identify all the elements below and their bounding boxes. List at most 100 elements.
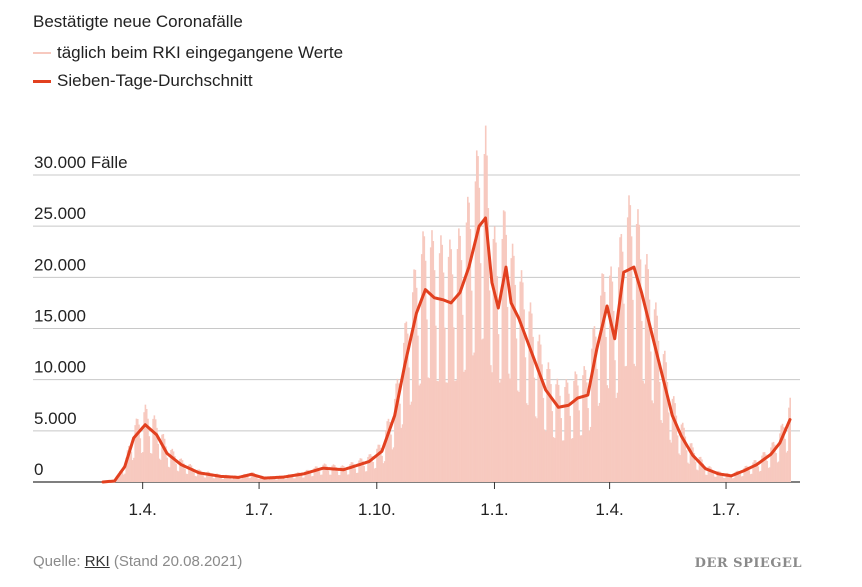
daily-bar xyxy=(615,397,618,482)
daily-bar xyxy=(318,471,321,482)
daily-bar xyxy=(440,235,442,482)
daily-bar xyxy=(354,468,357,482)
daily-bar xyxy=(307,469,309,482)
legend-label-average: Sieben-Tage-Durchschnitt xyxy=(57,71,253,90)
daily-bar xyxy=(432,241,435,482)
daily-bar xyxy=(638,224,641,482)
daily-bar xyxy=(724,478,726,482)
daily-bar xyxy=(789,397,791,482)
daily-bar xyxy=(655,302,657,482)
source-link[interactable]: RKI xyxy=(84,553,110,570)
daily-bar xyxy=(189,464,191,482)
daily-bar xyxy=(165,446,167,482)
daily-bar xyxy=(331,465,333,482)
daily-bar xyxy=(504,211,506,482)
daily-bar xyxy=(601,273,603,482)
daily-bar xyxy=(190,465,193,482)
daily-bar xyxy=(502,210,505,482)
daily-bars xyxy=(107,125,791,483)
daily-bar xyxy=(692,447,694,482)
daily-bar xyxy=(487,208,490,482)
daily-bar xyxy=(243,474,245,482)
daily-bar xyxy=(319,474,322,482)
daily-bar xyxy=(501,238,504,482)
daily-bar xyxy=(537,341,539,482)
daily-bar xyxy=(149,452,152,482)
daily-bar xyxy=(497,334,500,482)
daily-bar xyxy=(317,467,319,482)
daily-bar xyxy=(684,436,687,482)
daily-bar xyxy=(459,235,461,482)
daily-bar xyxy=(238,478,240,482)
daily-bar xyxy=(699,456,702,482)
daily-bar xyxy=(583,366,586,482)
daily-bar xyxy=(717,470,720,482)
daily-bar xyxy=(739,473,742,482)
daily-bar xyxy=(287,474,290,482)
daily-bar xyxy=(783,427,785,482)
daily-bar xyxy=(779,433,781,482)
daily-bar xyxy=(435,325,437,482)
daily-bar xyxy=(209,473,212,482)
daily-bar xyxy=(388,421,391,482)
daily-bar xyxy=(167,466,170,482)
daily-bar xyxy=(742,476,744,482)
daily-bar xyxy=(303,477,305,482)
daily-bar xyxy=(185,473,188,482)
daily-bar xyxy=(637,209,639,482)
daily-bar xyxy=(127,446,130,482)
daily-bar xyxy=(225,474,227,482)
daily-bar xyxy=(381,455,383,482)
daily-bar xyxy=(600,295,602,482)
daily-bar xyxy=(346,474,349,482)
daily-bar xyxy=(492,238,495,482)
daily-bar xyxy=(518,391,520,482)
x-tick-label-2: 1.10. xyxy=(358,500,396,519)
daily-bar xyxy=(532,336,534,482)
daily-bar xyxy=(635,224,638,482)
x-tick-label-3: 1.1. xyxy=(480,500,508,519)
daily-bar xyxy=(642,380,644,482)
daily-bar xyxy=(704,474,707,482)
daily-bar xyxy=(745,465,748,482)
daily-bar xyxy=(486,155,488,482)
daily-bar xyxy=(162,433,165,482)
daily-bar xyxy=(415,287,418,482)
daily-bar xyxy=(524,357,527,482)
daily-bar xyxy=(662,354,665,482)
daily-bar xyxy=(648,299,651,482)
legend-label-daily: täglich beim RKI eingegangene Werte xyxy=(57,43,344,62)
daily-bar xyxy=(671,398,674,482)
daily-bar xyxy=(227,476,230,482)
daily-bar xyxy=(327,470,330,482)
daily-bar xyxy=(529,302,532,482)
daily-bar xyxy=(763,452,766,482)
daily-bar xyxy=(688,463,690,482)
daily-bar xyxy=(536,418,538,482)
daily-bar xyxy=(131,460,134,482)
daily-bar xyxy=(312,476,314,482)
daily-bar xyxy=(475,150,478,482)
y-tick-label-3: 15.000 xyxy=(34,307,86,326)
daily-bar xyxy=(239,479,241,482)
daily-bar xyxy=(629,205,632,482)
daily-bar xyxy=(300,475,303,482)
daily-bar xyxy=(369,454,372,482)
daily-bar xyxy=(253,473,255,482)
daily-bar xyxy=(304,471,307,482)
daily-bar xyxy=(772,441,775,482)
daily-bar xyxy=(774,444,776,482)
daily-bar xyxy=(661,422,664,482)
daily-bar xyxy=(438,253,441,482)
daily-bar xyxy=(152,418,154,482)
y-tick-label-1: 5.000 xyxy=(34,409,77,428)
daily-bar xyxy=(266,479,268,482)
daily-bar xyxy=(413,269,415,482)
daily-bar xyxy=(621,251,624,482)
legend-item-daily: täglich beim RKI eingegangene Werte xyxy=(33,43,343,63)
daily-bar xyxy=(467,196,469,483)
daily-bar xyxy=(244,474,247,482)
daily-bar xyxy=(545,431,547,482)
daily-bar xyxy=(340,466,342,482)
daily-bar xyxy=(401,424,404,482)
